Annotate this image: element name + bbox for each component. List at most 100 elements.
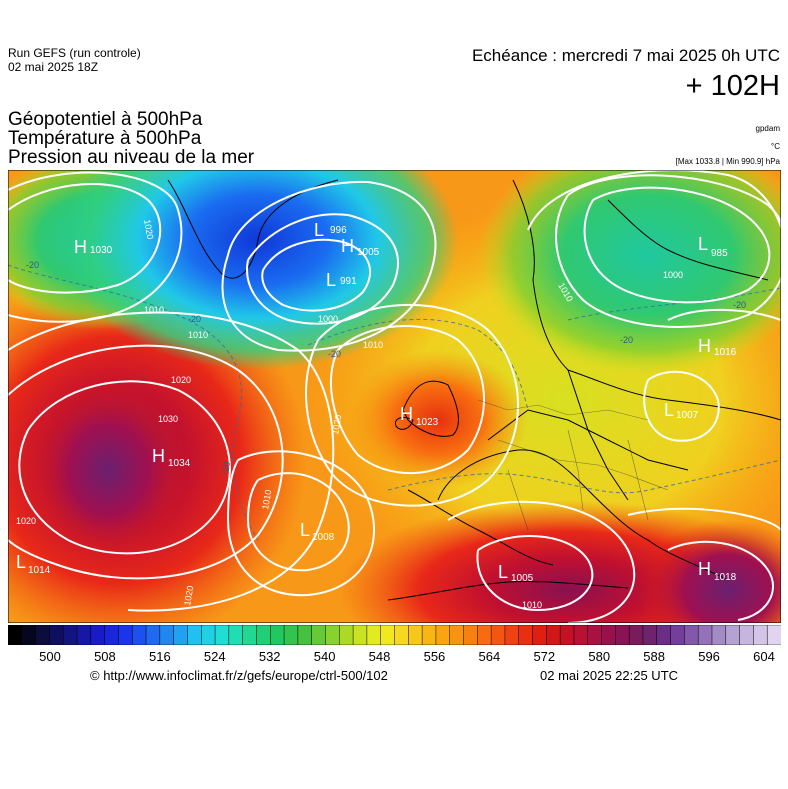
svg-text:1005: 1005 <box>357 247 380 258</box>
svg-text:L: L <box>326 270 336 290</box>
title-pressure: Pression au niveau de la mer <box>8 147 255 168</box>
high-1030: H 1030 <box>74 237 113 257</box>
colorbar-swatch <box>546 625 561 645</box>
colorbar-swatch <box>145 625 161 645</box>
isotherm-labels: -20 -20 -20 -20 -20 -20 <box>26 260 746 475</box>
colorbar-swatch <box>463 625 478 645</box>
unit-geopotential: gpdam <box>755 124 780 133</box>
isobars <box>8 170 781 623</box>
svg-text:1023: 1023 <box>416 417 439 428</box>
svg-text:1034: 1034 <box>168 458 191 469</box>
high-1005: H 1005 <box>341 236 380 258</box>
title-geopotential: Géopotentiel à 500hPa <box>8 109 203 130</box>
isobar-label: 1020 <box>330 414 343 435</box>
colorbar-swatch <box>21 625 37 645</box>
high-1023: H 1023 <box>400 404 439 428</box>
isotherm-label: -20 <box>328 349 341 359</box>
svg-text:H: H <box>400 404 413 424</box>
isotherm-label: -20 <box>26 260 39 270</box>
unit-temperature: °C <box>771 142 780 151</box>
colorbar-swatch <box>8 625 23 645</box>
svg-text:H: H <box>152 446 165 466</box>
colorbar-tick-label: 572 <box>533 649 556 664</box>
colorbar-swatch <box>366 625 382 645</box>
isobar-label: 1020 <box>171 375 191 385</box>
colorbar-swatch <box>684 625 699 645</box>
svg-text:1030: 1030 <box>90 245 113 256</box>
colorbar-swatch <box>118 625 133 645</box>
isobar-label: 1000 <box>318 314 338 324</box>
colorbar-swatch <box>35 625 50 645</box>
isobar-label: 1010 <box>260 489 273 510</box>
colorbar-tick-label: 604 <box>753 649 775 664</box>
colorbar-swatch <box>76 625 92 645</box>
isobar-label: 1010 <box>144 305 164 315</box>
colorbar-swatch <box>256 625 271 645</box>
low-1014: L 1014 <box>16 552 51 576</box>
colorbar-swatch <box>449 625 465 645</box>
colorbar-swatch <box>131 625 147 645</box>
colorbar-swatch <box>242 625 258 645</box>
colorbar-swatch <box>725 625 741 645</box>
colorbar-tick-label: 540 <box>313 649 336 664</box>
colorbar-swatch <box>615 625 630 645</box>
colorbar-swatch <box>739 625 754 645</box>
colorbar-swatch <box>766 625 781 645</box>
colorbar-tick-label: 588 <box>643 649 665 664</box>
svg-text:L: L <box>314 220 324 240</box>
isobar-label: 1020 <box>16 516 36 526</box>
colorbar-swatch <box>352 625 368 645</box>
low-1005: L 1005 <box>498 562 534 584</box>
isobar-label: 1010 <box>188 330 208 340</box>
colorbar-swatch <box>753 625 768 645</box>
run-model: Run GEFS (run controle) <box>8 46 141 60</box>
colorbar-swatch <box>297 625 313 645</box>
colorbar-swatch <box>339 625 354 645</box>
colorbar-swatch <box>270 625 285 645</box>
forecast-valid-time: Echéance : mercredi 7 mai 2025 0h UTC <box>471 46 780 65</box>
colorbar-tick-label: 596 <box>698 649 720 664</box>
source-url[interactable]: © http://www.infoclimat.fr/z/gefs/europe… <box>90 668 388 683</box>
colorbar-swatch <box>532 625 547 645</box>
colorbar-swatch <box>325 625 340 645</box>
svg-text:985: 985 <box>711 248 728 259</box>
isobar-label: 1030 <box>158 414 178 424</box>
colorbar-tick-label: 508 <box>94 649 116 664</box>
colorbar-swatch <box>421 625 437 645</box>
colorbar-tick-label: 524 <box>203 649 226 664</box>
svg-text:H: H <box>74 237 87 257</box>
colorbar-swatch <box>490 625 506 645</box>
isobar-label: 1020 <box>142 219 155 240</box>
colorbar-tick-label: 500 <box>39 649 61 664</box>
colorbar-swatch <box>697 625 713 645</box>
map-titles: Géopotentiel à 500hPa Température à 500h… <box>8 110 254 167</box>
low-1007: L 1007 <box>664 400 699 421</box>
field-green-russia <box>478 170 781 375</box>
low-985: L 985 <box>698 234 728 259</box>
colorbar-tick-label: 580 <box>588 649 611 664</box>
weather-map[interactable]: H 1030 H 1005 H 1034 H 1023 H 1016 H 101… <box>8 170 781 623</box>
svg-text:H: H <box>341 236 354 256</box>
svg-text:1005: 1005 <box>511 573 534 584</box>
borders <box>477 399 669 531</box>
colorbar-swatch <box>711 625 727 645</box>
svg-text:L: L <box>664 400 674 420</box>
svg-text:1018: 1018 <box>714 572 737 583</box>
svg-text:H: H <box>698 336 711 356</box>
isobar-label: 1000 <box>663 270 683 280</box>
isobar-label: 1010 <box>522 600 542 610</box>
isotherm-label: -20 <box>620 335 633 345</box>
colorbar-tick-label: 516 <box>148 649 171 664</box>
colorbar-swatch <box>228 625 244 645</box>
colorbar-tick-label: 548 <box>368 649 391 664</box>
colorbar-swatch <box>49 625 64 645</box>
colorbar-swatch <box>573 625 589 645</box>
isotherm-label: -20 <box>188 314 201 324</box>
colorbar-swatch <box>642 625 658 645</box>
colorbar-swatch <box>435 625 451 645</box>
unit-pressure: [Max 1033.8 | Min 990.9] hPa <box>675 157 780 166</box>
pressure-centres: H 1030 H 1005 H 1034 H 1023 H 1016 H 101… <box>16 220 737 584</box>
colorbar-swatch <box>159 625 175 645</box>
title-temperature: Température à 500hPa <box>8 128 202 149</box>
isobar-label: 1010 <box>363 340 383 350</box>
